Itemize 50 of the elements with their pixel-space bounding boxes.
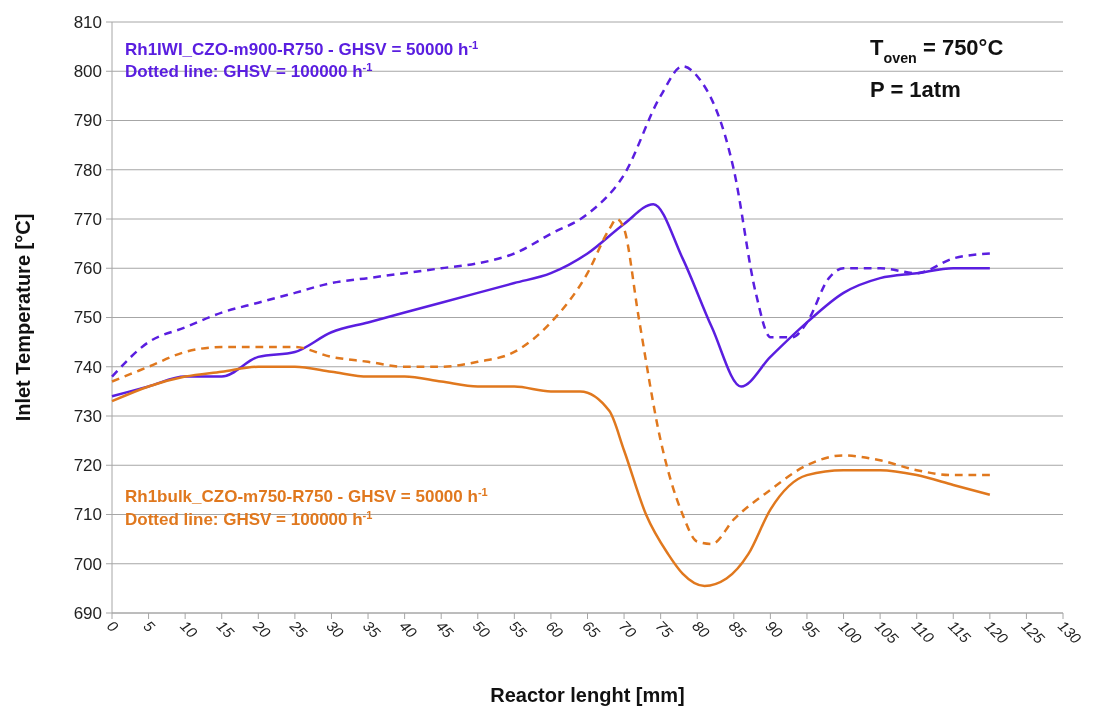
x-tick-label: 50 [469, 617, 494, 642]
x-tick-label: 80 [689, 617, 714, 642]
y-tick-label: 740 [73, 357, 102, 377]
line-series [110, 365, 992, 588]
x-tick-label: 20 [249, 616, 275, 642]
y-tick-label: 780 [73, 160, 102, 180]
y-tick-label: 800 [73, 62, 102, 82]
annotation: T$_{oven}$ = 750°C [870, 35, 1004, 66]
x-tick-label: 85 [725, 617, 750, 642]
x-tick-label: 45 [433, 617, 458, 642]
x-tick-label: 105 [871, 617, 903, 648]
annotation: P = 1atm [870, 77, 961, 102]
x-tick-label: 75 [652, 617, 677, 642]
x-tick-label: 130 [1054, 617, 1086, 648]
y-tick-label: 700 [73, 554, 102, 574]
x-tick-label: 30 [323, 617, 348, 642]
x-tick-label: 5 [140, 617, 159, 636]
x-tick-label: 15 [213, 617, 238, 642]
line-series [110, 217, 992, 546]
x-tick-label: 110 [908, 617, 938, 647]
y-tick-label: 750 [73, 308, 102, 328]
y-tick-label: 810 [73, 12, 102, 32]
y-tick-label: 790 [73, 111, 102, 131]
annotation: Dotted line: GHSV = 100000 h$^{-1}$ [125, 61, 373, 81]
y-tick-label: 730 [73, 406, 102, 426]
x-tick-label: 65 [579, 617, 604, 642]
x-tick-label: 120 [981, 617, 1012, 648]
x-axis-title: Reactor lenght [mm] [490, 684, 685, 706]
x-tick-label: 95 [798, 617, 824, 642]
x-tick-label: 115 [945, 617, 975, 647]
x-tick-label: 60 [542, 617, 568, 642]
y-tick-label: 690 [73, 603, 102, 623]
y-tick-label: 760 [73, 259, 102, 279]
annotation: Rh1IWI_CZO-m900-R750 - GHSV = 50000 h$^{-1}$ [125, 39, 479, 59]
annotation: Dotted line: GHSV = 100000 h$^{-1}$ [125, 509, 373, 529]
x-tick-label: 40 [396, 617, 421, 642]
y-axis-title: Inlet Temperature [°C] [12, 213, 34, 422]
y-tick-label: 710 [73, 505, 102, 525]
x-tick-label: 125 [1018, 617, 1049, 648]
x-tick-label: 35 [359, 617, 385, 642]
x-tick-label: 55 [506, 617, 531, 642]
x-tick-label: 100 [835, 617, 866, 648]
x-tick-label: 0 [103, 617, 123, 636]
y-tick-label: 770 [73, 209, 102, 229]
annotation: Rh1bulk_CZO-m750-R750 - GHSV = 50000 h$^{-1}$ [125, 486, 488, 506]
x-tick-label: 10 [177, 617, 202, 642]
x-tick-label: 70 [615, 617, 641, 642]
y-tick-label: 720 [73, 456, 102, 476]
x-tick-label: 25 [286, 616, 312, 642]
x-tick-label: 90 [762, 617, 787, 642]
